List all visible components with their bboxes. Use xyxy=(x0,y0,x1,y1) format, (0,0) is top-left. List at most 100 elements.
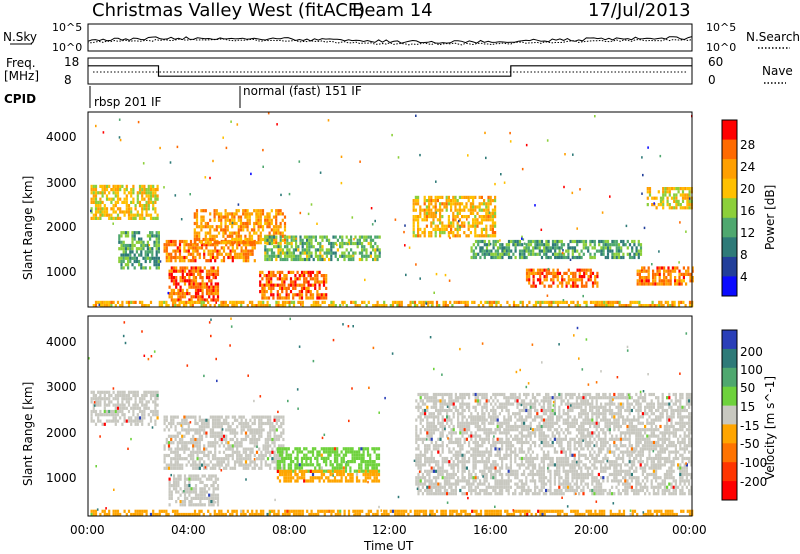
velocity-cell xyxy=(176,453,179,458)
power-cell xyxy=(205,276,209,280)
power-cell xyxy=(97,200,100,204)
velocity-cell xyxy=(428,482,431,486)
velocity-cell xyxy=(371,479,374,483)
velocity-cell xyxy=(465,482,468,486)
power-cell xyxy=(259,209,262,213)
power-cell xyxy=(259,270,262,274)
velocity-cell xyxy=(255,428,259,432)
velocity-cell xyxy=(190,503,193,507)
power-cell xyxy=(114,194,117,198)
velocity-cell xyxy=(285,479,288,483)
velocity-cell xyxy=(437,492,440,496)
velocity-cell xyxy=(432,456,435,461)
power-cell xyxy=(275,300,278,304)
power-cell xyxy=(556,304,560,308)
velocity-cell xyxy=(426,424,429,429)
velocity-cell xyxy=(344,466,348,470)
power-cell xyxy=(186,279,189,283)
velocity-cell xyxy=(437,476,440,480)
velocity-cell xyxy=(474,396,477,400)
power-cell xyxy=(493,300,496,304)
power-cell xyxy=(264,221,267,226)
power-cell xyxy=(297,257,300,262)
power-cell xyxy=(103,191,106,195)
power-cell xyxy=(101,213,104,217)
power-cell xyxy=(463,231,466,235)
power-noise-point xyxy=(579,188,581,191)
power-cell xyxy=(118,259,121,264)
power-cell xyxy=(237,300,241,304)
power-cell xyxy=(276,270,279,274)
velocity-cell xyxy=(194,415,197,419)
velocity-cell xyxy=(340,466,343,470)
power-cell xyxy=(691,269,694,273)
power-cell xyxy=(220,304,223,308)
power-cell xyxy=(492,239,495,244)
power-cell xyxy=(284,257,287,262)
power-cell xyxy=(541,281,544,285)
power-cell xyxy=(108,191,111,195)
power-cell xyxy=(584,243,588,247)
power-cell xyxy=(133,259,136,264)
power-cell xyxy=(222,231,225,235)
power-cell xyxy=(663,279,666,283)
power-cell xyxy=(620,239,623,244)
power-cell xyxy=(270,283,273,287)
velocity-cell xyxy=(479,424,482,429)
power-cell xyxy=(503,246,506,250)
power-cell xyxy=(281,248,284,252)
power-cell xyxy=(580,275,584,279)
power-cell xyxy=(215,228,218,232)
velocity-cell xyxy=(430,415,433,419)
power-cell xyxy=(490,252,493,256)
power-cell xyxy=(201,285,204,289)
power-cell xyxy=(496,252,500,256)
power-cell xyxy=(145,194,148,198)
power-cell xyxy=(467,199,470,203)
power-cell xyxy=(218,252,221,256)
power-cell xyxy=(487,234,490,238)
velocity-cell xyxy=(481,408,484,413)
velocity-cell xyxy=(236,457,239,461)
velocity-cell xyxy=(116,400,120,404)
power-cell xyxy=(214,269,217,273)
power-cell xyxy=(203,249,206,253)
power-cell xyxy=(376,248,379,252)
velocity-cell xyxy=(185,447,188,451)
power-cell xyxy=(572,281,575,285)
power-cell xyxy=(263,290,266,294)
power-noise-point xyxy=(563,185,565,189)
velocity-cell xyxy=(244,437,248,442)
power-cell xyxy=(589,255,592,260)
power-cell xyxy=(653,304,656,308)
velocity-cell xyxy=(419,453,422,457)
power-cell xyxy=(467,234,470,238)
power-cell xyxy=(668,187,671,191)
velocity-cell xyxy=(364,479,367,483)
power-noise-point xyxy=(225,146,228,150)
power-cell xyxy=(417,202,420,206)
power-cell xyxy=(94,216,98,220)
power-cell xyxy=(226,228,229,232)
power-cell xyxy=(248,300,252,304)
power-cell xyxy=(193,228,196,232)
power-cell xyxy=(259,225,262,229)
power-cell xyxy=(499,252,502,256)
velocity-cell xyxy=(170,457,173,461)
velocity-cell xyxy=(175,480,178,484)
power-cell xyxy=(489,234,492,238)
velocity-cell xyxy=(266,421,270,426)
power-cell xyxy=(558,246,561,250)
velocity-cell xyxy=(210,474,213,478)
power-cell xyxy=(201,276,204,280)
velocity-cell xyxy=(441,472,444,477)
velocity-cell xyxy=(194,460,197,464)
velocity-cell xyxy=(285,476,288,480)
velocity-cell xyxy=(229,447,232,451)
velocity-cell xyxy=(305,463,308,467)
power-cell xyxy=(270,228,273,232)
power-cell xyxy=(578,252,581,256)
velocity-cell xyxy=(443,392,446,397)
power-cell xyxy=(114,304,117,308)
power-cell xyxy=(580,268,584,272)
